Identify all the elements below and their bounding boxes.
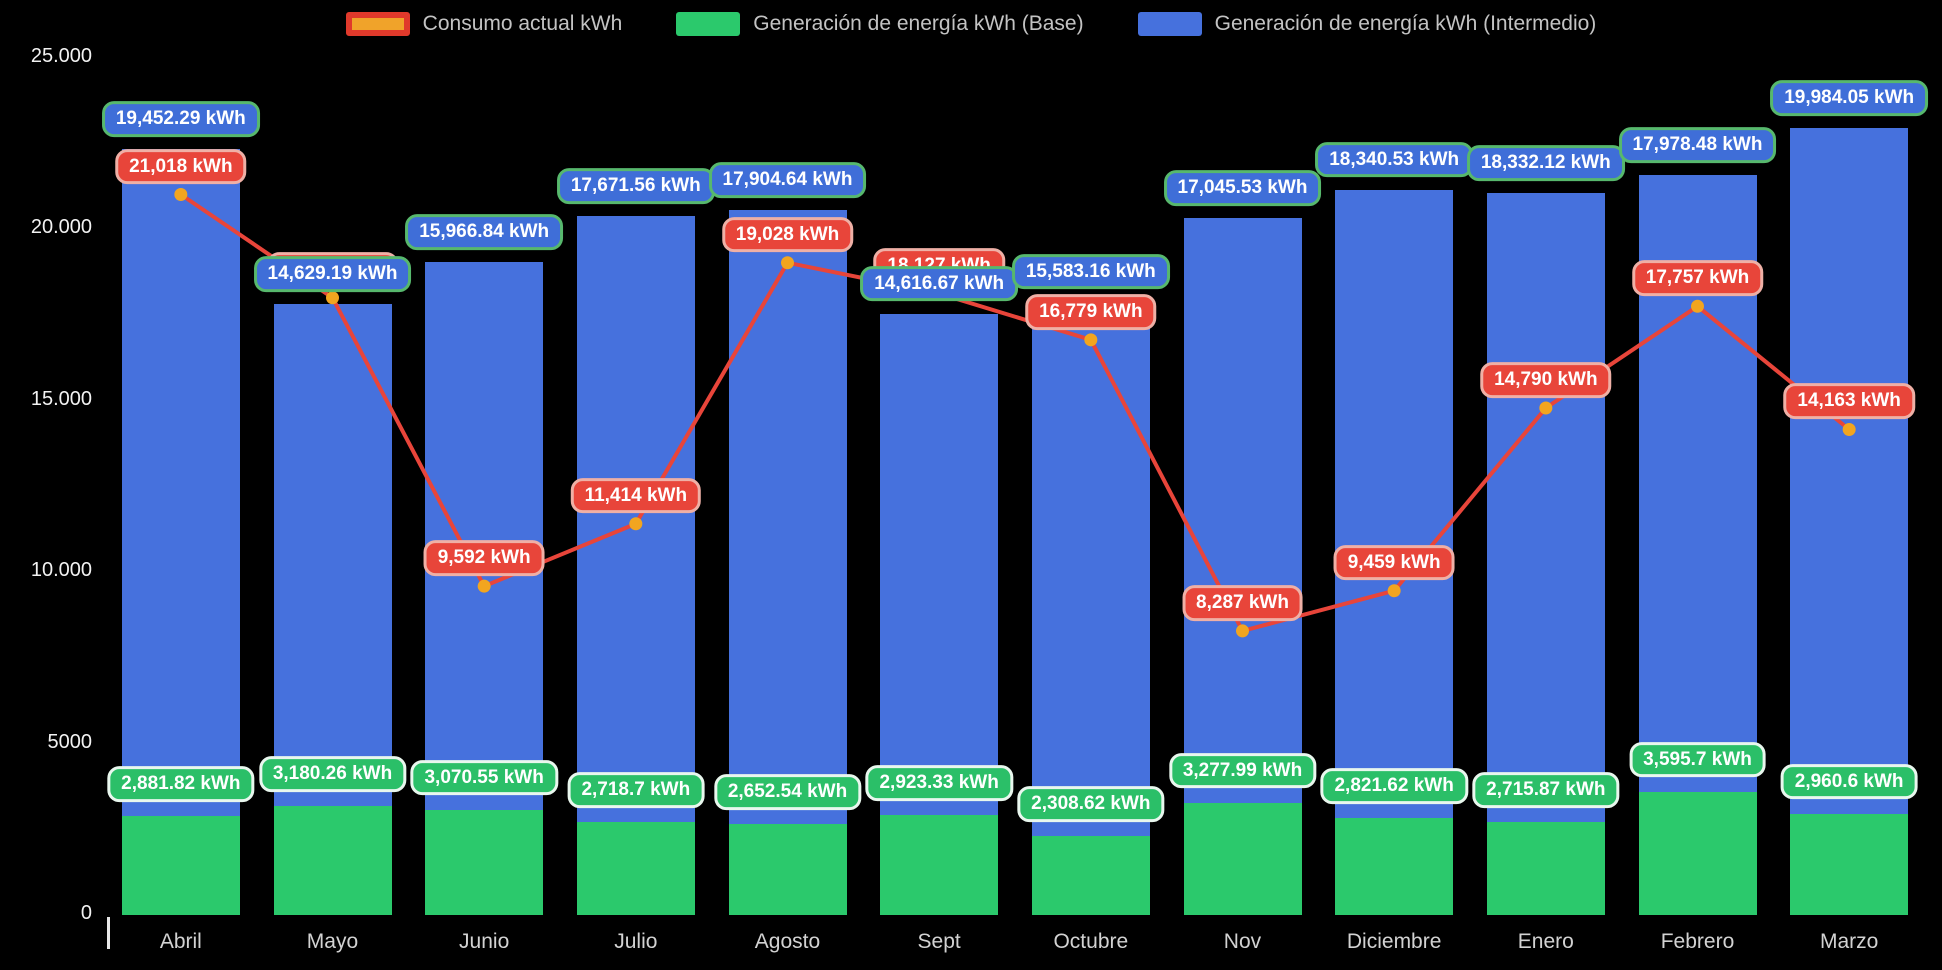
y-axis-tick-label: 20.000	[30, 216, 92, 239]
x-axis-month-label: Agosto	[754, 930, 821, 953]
consumo-value-label: 14,790 kWh	[1480, 362, 1612, 398]
intermedio-value-label: 15,966.84 kWh	[405, 214, 564, 251]
x-axis-month-label: Octubre	[1053, 930, 1129, 953]
consumo-value-label: 9,459 kWh	[1333, 544, 1455, 581]
base-value-label: 3,070.55 kWh	[410, 759, 558, 796]
legend-item-generacion-intermedio[interactable]: Generación de energía kWh (Intermedio)	[1137, 12, 1597, 36]
base-value-label: 2,923.33 kWh	[865, 764, 1013, 801]
legend-label-consumo: Consumo actual kWh	[422, 12, 623, 35]
x-axis-month-label: Sept	[917, 930, 961, 953]
intermedio-value-label: 18,340.53 kWh	[1315, 141, 1474, 178]
y-axis-tick-label: 0	[80, 902, 92, 924]
y-axis-tick-label: 15.000	[30, 387, 92, 410]
bar-base-segment[interactable]	[576, 821, 695, 915]
consumo-value-label: 9,592 kWh	[423, 540, 545, 577]
bar-intermedio-segment[interactable]	[1790, 128, 1909, 814]
bar-intermedio-segment[interactable]	[880, 313, 999, 815]
consumo-value-label: 21,018 kWh	[115, 148, 247, 185]
bar-intermedio-segment[interactable]	[121, 149, 240, 817]
bar-base-segment[interactable]	[1183, 802, 1302, 915]
base-value-label: 2,652.54 kWh	[713, 774, 862, 810]
legend-item-consumo[interactable]: Consumo actual kWh	[345, 12, 623, 36]
chart-legend: Consumo actual kWh Generación de energía…	[0, 12, 1942, 36]
intermedio-value-label: 17,045.53 kWh	[1163, 170, 1322, 207]
consumo-value-label: 8,287 kWh	[1182, 585, 1303, 621]
base-value-label: 3,180.26 kWh	[258, 756, 407, 792]
bar-intermedio-segment[interactable]	[1031, 301, 1150, 836]
base-value-label: 3,595.7 kWh	[1629, 741, 1766, 778]
intermedio-value-label: 15,583.16 kWh	[1011, 253, 1170, 290]
bar-intermedio-segment[interactable]	[728, 210, 847, 825]
intermedio-value-label: 17,904.64 kWh	[708, 162, 867, 199]
intermedio-value-label: 18,332.12 kWh	[1466, 145, 1625, 182]
bar-base-segment[interactable]	[121, 816, 240, 915]
consumo-value-label: 14,163 kWh	[1783, 383, 1915, 420]
bar-base-segment[interactable]	[1486, 821, 1605, 915]
intermedio-value-label: 17,671.56 kWh	[556, 168, 715, 204]
bar-intermedio-segment[interactable]	[425, 262, 544, 810]
bar-base-segment[interactable]	[273, 805, 392, 915]
consumo-value-label: 19,028 kWh	[721, 216, 854, 253]
x-axis-month-label: Junio	[459, 930, 510, 953]
intermedio-value-label: 14,629.19 kWh	[253, 256, 412, 293]
x-axis-month-label: Nov	[1223, 930, 1262, 953]
x-axis-month-label: Diciembre	[1346, 930, 1442, 953]
generacion-intermedio-swatch-icon	[1137, 12, 1202, 36]
bar-base-segment[interactable]	[1335, 818, 1454, 915]
bar-intermedio-segment[interactable]	[1486, 193, 1605, 822]
x-axis-month-label: Febrero	[1660, 930, 1735, 953]
x-axis-month-label: Mayo	[306, 930, 359, 953]
base-value-label: 2,715.87 kWh	[1472, 772, 1620, 808]
x-axis-month-label: Abril	[159, 930, 202, 953]
base-value-label: 3,277.99 kWh	[1168, 752, 1317, 789]
base-value-label: 2,821.62 kWh	[1320, 768, 1468, 805]
bar-base-segment[interactable]	[425, 809, 544, 915]
bar-base-segment[interactable]	[1031, 835, 1150, 915]
bar-intermedio-segment[interactable]	[273, 304, 392, 806]
intermedio-value-label: 19,984.05 kWh	[1770, 80, 1929, 117]
legend-label-generacion-base: Generación de energía kWh (Base)	[753, 12, 1084, 35]
bar-intermedio-segment[interactable]	[576, 216, 695, 822]
x-axis-month-label: Julio	[614, 930, 658, 953]
consumo-value-label: 17,757 kWh	[1631, 260, 1764, 297]
consumo-value-label: 11,414 kWh	[570, 477, 702, 514]
intermedio-value-label: 14,616.67 kWh	[860, 265, 1019, 302]
base-value-label: 2,881.82 kWh	[107, 766, 255, 803]
consumo-value-label: 16,779 kWh	[1025, 293, 1157, 330]
bar-intermedio-segment[interactable]	[1183, 218, 1302, 803]
legend-label-generacion-intermedio: Generación de energía kWh (Intermedio)	[1214, 12, 1597, 35]
bar-base-segment[interactable]	[728, 824, 847, 915]
base-value-label: 2,308.62 kWh	[1017, 785, 1165, 822]
base-value-label: 2,718.7 kWh	[567, 771, 705, 808]
y-axis-tick-label: 5000	[47, 730, 93, 753]
base-value-label: 2,960.6 kWh	[1780, 763, 1918, 800]
intermedio-value-label: 17,978.48 kWh	[1618, 127, 1777, 164]
intermedio-value-label: 19,452.29 kWh	[101, 101, 260, 138]
bar-intermedio-segment[interactable]	[1335, 189, 1454, 819]
x-axis-month-label: Enero	[1517, 930, 1574, 953]
x-axis-tick-mark	[107, 917, 110, 949]
y-axis-tick-label: 25.000	[30, 45, 92, 67]
bar-base-segment[interactable]	[880, 814, 999, 915]
x-axis-month-label: Marzo	[1819, 930, 1879, 953]
bar-base-segment[interactable]	[1790, 813, 1909, 915]
generacion-base-swatch-icon	[676, 12, 741, 36]
y-axis-tick-label: 10.000	[30, 559, 92, 582]
legend-item-generacion-base[interactable]: Generación de energía kWh (Base)	[676, 12, 1084, 36]
bar-base-segment[interactable]	[1638, 791, 1757, 915]
consumo-swatch-icon	[345, 12, 410, 36]
consumo-point[interactable]	[326, 291, 339, 305]
